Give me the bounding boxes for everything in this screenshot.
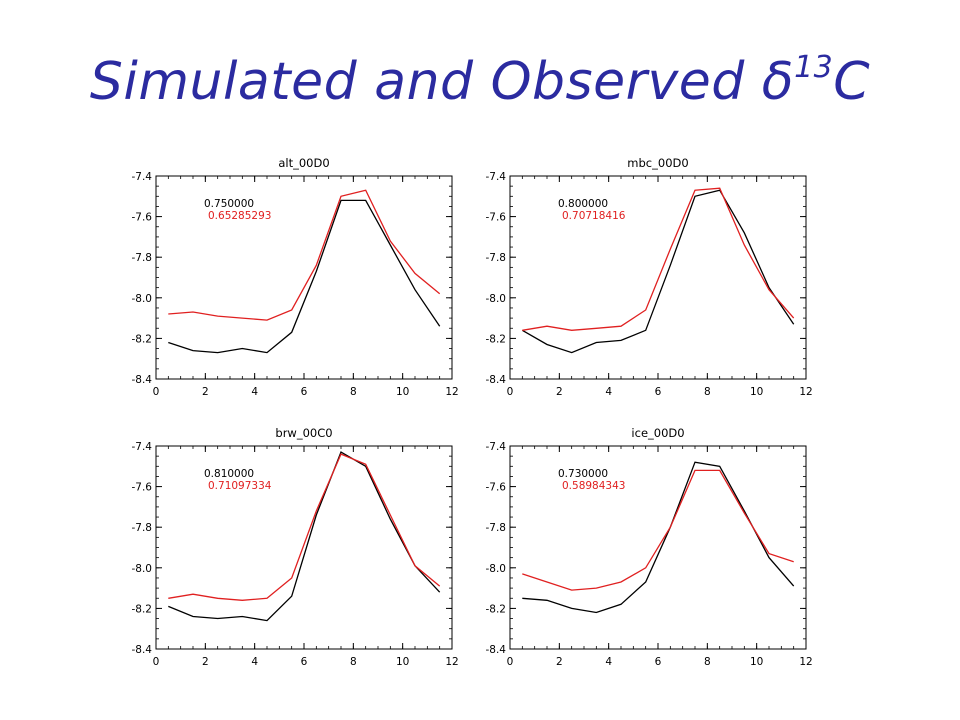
- y-tick-label: -8.4: [132, 644, 153, 656]
- x-tick-label: 4: [605, 386, 612, 398]
- series-line-black: [521, 189, 795, 354]
- x-tick-label: 4: [251, 386, 258, 398]
- x-tick-label: 2: [202, 386, 209, 398]
- x-tick-label: 12: [799, 386, 812, 398]
- y-tick-label: -8.0: [486, 293, 507, 305]
- x-tick-label: 12: [799, 656, 812, 668]
- x-tick-label: 10: [396, 386, 409, 398]
- x-tick-label: 12: [445, 386, 458, 398]
- annotation-observed: 0.800000: [558, 198, 608, 210]
- panel-title: ice_00D0: [631, 426, 684, 440]
- x-tick-label: 12: [445, 656, 458, 668]
- y-tick-label: -7.8: [486, 252, 507, 264]
- panel-title: brw_00C0: [275, 426, 332, 440]
- x-tick-label: 10: [750, 656, 763, 668]
- x-tick-label: 8: [704, 386, 711, 398]
- slide-title: Simulated and Observed δ13C: [0, 52, 960, 112]
- y-tick-label: -7.4: [132, 441, 153, 453]
- x-tick-label: 10: [750, 386, 763, 398]
- y-tick-label: -7.8: [132, 252, 153, 264]
- title-main: Simulated and Observed δ: [89, 52, 795, 112]
- x-tick-label: 8: [704, 656, 711, 668]
- annotation-simulated: 0.65285293: [208, 210, 271, 222]
- x-tick-label: 8: [350, 656, 357, 668]
- y-tick-label: -7.6: [132, 212, 153, 224]
- y-tick-label: -8.2: [486, 603, 507, 615]
- x-tick-label: 6: [301, 386, 308, 398]
- y-tick-label: -8.4: [486, 374, 507, 386]
- x-tick-label: 10: [396, 656, 409, 668]
- y-tick-label: -8.0: [486, 563, 507, 575]
- chart-panel-mbc: mbc_00D0 -7.4 -7.6 -7.8 -8.0 -8.2 -8.40 2 4 6 8 10 1…: [486, 156, 813, 398]
- annotation-observed: 0.730000: [558, 468, 608, 480]
- y-tick-label: -7.6: [486, 212, 507, 224]
- annotation-simulated: 0.71097334: [208, 480, 272, 492]
- y-tick-label: -7.4: [486, 171, 507, 183]
- series-line-black: [168, 451, 441, 622]
- x-tick-label: 0: [507, 386, 514, 398]
- y-tick-label: -8.4: [132, 374, 153, 386]
- annotation-simulated: 0.58984343: [562, 480, 625, 492]
- plot-frame: [155, 445, 453, 650]
- panel-title: mbc_00D0: [627, 156, 688, 170]
- x-tick-label: 0: [507, 656, 514, 668]
- chart-panel-brw: brw_00C0 -7.4 -7.6 -7.8 -8.0 -8.2 -8.40 2 4 6 8 10 1…: [132, 426, 459, 668]
- y-tick-label: -8.2: [132, 603, 153, 615]
- x-tick-label: 0: [153, 656, 160, 668]
- y-tick-label: -7.4: [486, 441, 507, 453]
- x-tick-label: 2: [556, 656, 563, 668]
- x-tick-label: 6: [655, 386, 662, 398]
- y-tick-label: -7.6: [486, 482, 507, 494]
- title-superscript: 13: [794, 50, 834, 85]
- y-tick-label: -8.2: [486, 333, 507, 345]
- x-tick-label: 4: [605, 656, 612, 668]
- y-tick-label: -7.8: [486, 522, 507, 534]
- x-tick-label: 8: [350, 386, 357, 398]
- title-suffix: C: [833, 52, 871, 112]
- y-tick-label: -8.2: [132, 333, 153, 345]
- x-tick-label: 6: [301, 656, 308, 668]
- chart-panel-ice: ice_00D0 -7.4 -7.6 -7.8 -8.0 -8.2 -8.40 2 4 6 8 10 1…: [486, 426, 813, 668]
- series-line-red: [168, 453, 441, 601]
- y-tick-label: -7.6: [132, 482, 153, 494]
- x-tick-label: 4: [251, 656, 258, 668]
- x-tick-label: 0: [153, 386, 160, 398]
- y-tick-label: -7.8: [132, 522, 153, 534]
- panel-title: alt_00D0: [278, 156, 329, 170]
- series-line-red: [522, 469, 794, 591]
- annotation-observed: 0.810000: [204, 468, 254, 480]
- x-tick-label: 6: [655, 656, 662, 668]
- annotation-observed: 0.750000: [204, 198, 254, 210]
- chart-panel-alt: alt_00D0 -7.4 -7.6 -7.8 -8.0 -8.2 -8.40 2 4 6 8 10 1…: [132, 156, 459, 398]
- y-tick-label: -8.0: [132, 293, 153, 305]
- x-tick-label: 2: [556, 386, 563, 398]
- series-line-red: [522, 187, 795, 331]
- y-tick-label: -8.0: [132, 563, 153, 575]
- y-tick-label: -7.4: [132, 171, 153, 183]
- annotation-simulated: 0.70718416: [562, 210, 626, 222]
- x-tick-label: 2: [202, 656, 209, 668]
- series-line-red: [168, 189, 441, 321]
- y-tick-label: -8.4: [486, 644, 507, 656]
- series-line-black: [168, 199, 441, 354]
